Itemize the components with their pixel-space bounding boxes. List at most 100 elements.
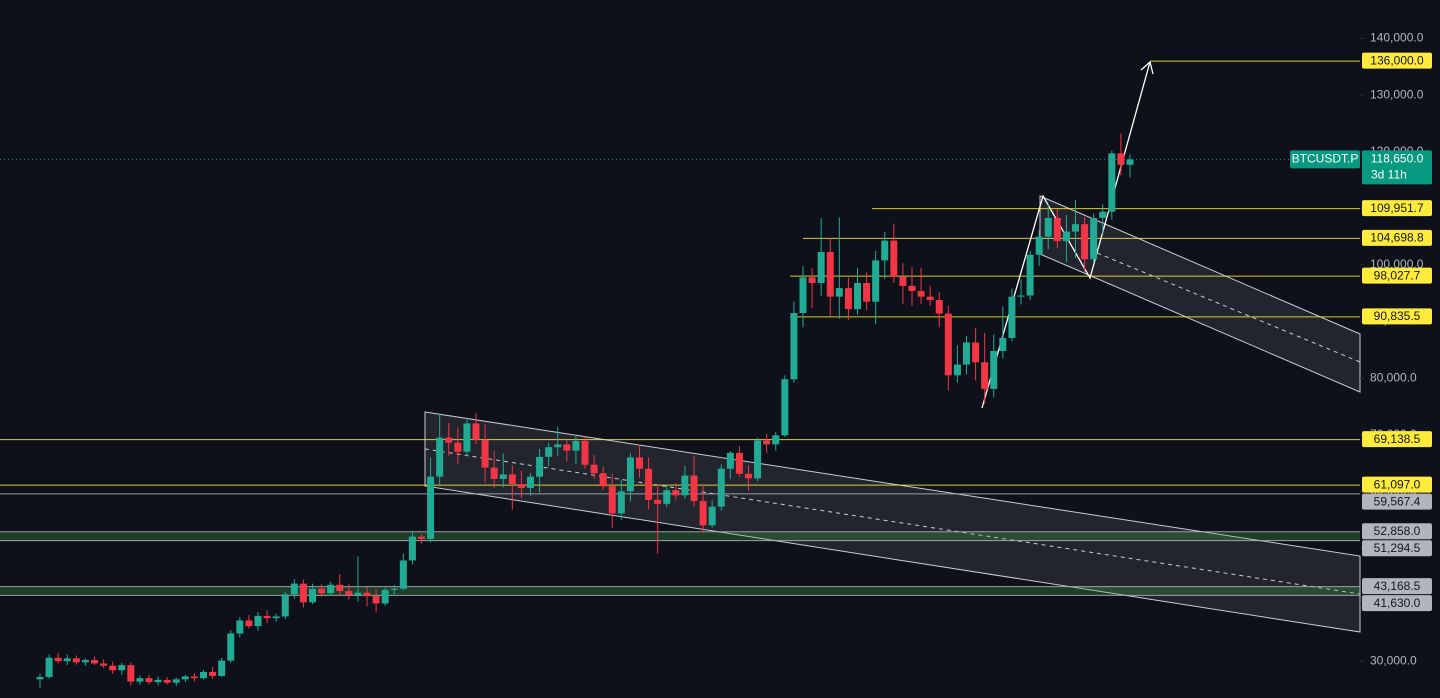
support-zone (0, 531, 1360, 541)
symbol-label-bg (1290, 150, 1360, 169)
candle-body (463, 423, 471, 452)
candle-body (645, 468, 653, 500)
candle-body (517, 484, 525, 488)
candle-body (981, 362, 989, 389)
candle-body (590, 464, 598, 474)
candle-body (408, 536, 416, 561)
candle-body (781, 379, 789, 436)
candle-body (190, 676, 198, 679)
candle-body (654, 499, 662, 504)
price-label: 51,294.5 (1374, 541, 1421, 555)
candle-body (799, 277, 807, 314)
candle-body (345, 591, 353, 595)
candle-body (508, 474, 516, 485)
candle-body (1017, 295, 1025, 297)
price-label: 136,000.0 (1370, 53, 1424, 67)
y-tick-label: 30,000.0 (1370, 653, 1417, 667)
candle-body (209, 671, 217, 676)
candle-body (708, 506, 716, 526)
candle-body (626, 457, 634, 492)
candle-body (990, 350, 998, 389)
price-label-bg (1362, 431, 1432, 448)
candle-body (999, 337, 1007, 351)
candle-body (545, 447, 553, 457)
candle-body (36, 677, 44, 680)
price-label-bg (1362, 493, 1432, 510)
candle-body (172, 679, 180, 683)
price-label: 69,138.5 (1374, 432, 1421, 446)
candle-body (899, 276, 907, 286)
price-label-bg (1362, 200, 1432, 217)
candle-body (490, 467, 498, 479)
candle-body (972, 342, 980, 363)
candle-body (1090, 217, 1098, 260)
support-zone (0, 586, 1360, 596)
candle-body (418, 536, 425, 539)
candle-body (100, 663, 108, 666)
candle-body (890, 240, 898, 277)
candle-body (717, 468, 725, 507)
candle-body (1126, 159, 1134, 165)
candle-body (681, 475, 689, 496)
candle-body (527, 476, 534, 488)
candle-body (163, 679, 171, 683)
candle-body (617, 491, 625, 514)
candle-body (72, 658, 80, 663)
candle-body (154, 679, 162, 683)
candle-body (772, 435, 780, 445)
price-label-bg (1362, 595, 1432, 612)
candle-body (944, 313, 952, 376)
candle-body (499, 474, 507, 479)
price-label-bg (1362, 308, 1432, 325)
candle-body (581, 440, 589, 465)
price-label-bg (1362, 540, 1432, 557)
candle-body (808, 277, 816, 284)
candle-body (672, 490, 680, 496)
current-price-bg (1362, 150, 1432, 185)
candle-body (363, 592, 371, 597)
candle-body (953, 364, 961, 376)
candle-body (663, 490, 671, 504)
candle-body (1117, 153, 1125, 165)
candle-body (872, 260, 880, 302)
candle-body (917, 290, 925, 297)
candle-body (136, 678, 144, 682)
candle-body (227, 633, 235, 661)
candle-body (1099, 211, 1107, 218)
candle-body (236, 620, 244, 634)
candle-body (327, 584, 335, 594)
candle-body (1062, 231, 1070, 242)
candle-body (745, 473, 752, 479)
y-tick-label: 140,000.0 (1370, 31, 1424, 45)
candle-body (726, 452, 734, 469)
candle-body (844, 288, 852, 310)
candle-body (399, 560, 407, 589)
candle-body (299, 583, 307, 603)
candle-body (118, 665, 126, 671)
candle-body (1008, 296, 1016, 338)
price-label: 59,567.4 (1374, 494, 1421, 508)
price-label: 98,027.7 (1374, 268, 1421, 282)
candle-body (427, 476, 435, 539)
candle-body (109, 665, 117, 671)
candle-body (272, 616, 280, 619)
candle-body (608, 486, 616, 514)
candle-body (81, 660, 89, 663)
candle-body (763, 440, 771, 445)
candle-body (381, 589, 389, 604)
candle-body (1108, 153, 1116, 212)
candle-body (309, 588, 316, 603)
candle-body (754, 440, 762, 479)
candle-body (1053, 217, 1061, 242)
candle-body (372, 596, 380, 604)
y-tick-label: 130,000.0 (1370, 87, 1424, 101)
candle-body (699, 500, 707, 526)
price-label: 90,835.5 (1374, 309, 1421, 323)
current-price-label: 118,650.0 (1371, 152, 1424, 166)
candle-body (336, 584, 344, 592)
candle-body (54, 657, 62, 662)
candle-body (45, 657, 53, 678)
candle-body (290, 583, 298, 595)
candle-body (690, 475, 698, 501)
